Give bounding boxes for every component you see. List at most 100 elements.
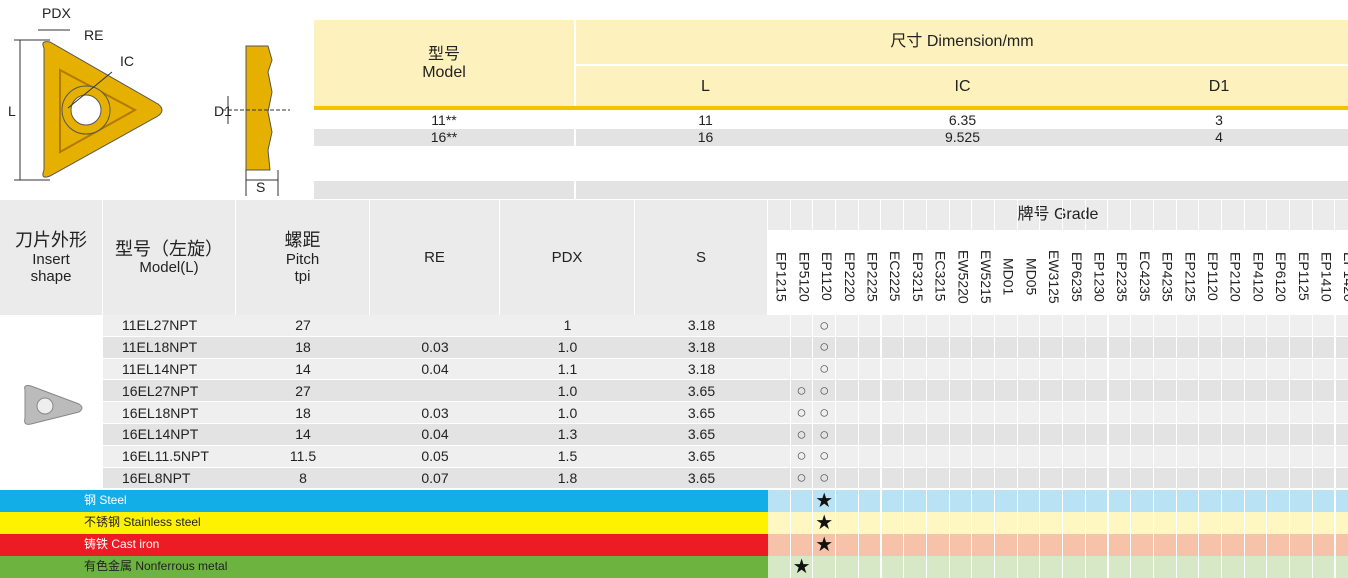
row-cell: 1.0 (500, 336, 635, 359)
material-grade-cell (881, 534, 905, 556)
material-grade-cell (768, 534, 791, 556)
grade-cell (1176, 445, 1200, 468)
grade-name-text: EP4235 (1159, 251, 1176, 302)
grade-name-text: MD01 (1000, 257, 1017, 296)
sub-header: L (576, 66, 835, 108)
grade-cell (1063, 402, 1086, 424)
grade-cell (1063, 424, 1086, 446)
row-cell (370, 380, 500, 403)
cell-text: 14 (295, 360, 311, 377)
grade-cell (1222, 424, 1245, 446)
grade-name-text: EW5215 (977, 249, 994, 304)
cell-text: 3.65 (687, 448, 716, 465)
grade-cell (1312, 358, 1336, 381)
row-cell: 3.18 (635, 358, 768, 381)
material-grade-cell (926, 512, 950, 534)
grade-cell (1176, 336, 1200, 359)
grade-cell (768, 424, 791, 446)
grade-cell (1153, 445, 1177, 468)
material-grade-cell (1108, 534, 1132, 556)
grade-name-text: EP1420 (1341, 251, 1348, 302)
grade-name: EC2225 (882, 200, 905, 315)
row-cell: 11EL14NPT (103, 358, 236, 381)
material-grade-cell (858, 490, 882, 512)
material-grade-cell (949, 556, 973, 578)
material-grade-cell (1244, 556, 1268, 578)
grade-cell (972, 402, 995, 424)
grade-name-text: EP1410 (1318, 251, 1335, 302)
material-grade-cell (1244, 490, 1268, 512)
cell-text: 1.0 (557, 339, 578, 356)
grade-cell (926, 315, 950, 337)
grade-cell (904, 336, 927, 359)
grade-cell (1131, 445, 1154, 468)
grade-cell (836, 358, 859, 381)
grade-cell (1040, 358, 1064, 381)
table-cell (314, 146, 576, 164)
cell-text: 1.5 (557, 448, 578, 465)
material-grade-cell (1108, 512, 1132, 534)
row-cell: 16EL8NPT (103, 467, 236, 490)
grade-cell (768, 467, 791, 490)
header-text: IC (954, 77, 971, 95)
grade-name-text: EP5120 (796, 251, 813, 302)
material-grade-cell (1290, 490, 1313, 512)
material-grade-cell (1085, 512, 1109, 534)
grade-cell (926, 424, 950, 446)
cell-text: 1.3 (557, 426, 578, 443)
grade-name-text: MD05 (1023, 257, 1040, 296)
grade-cell (881, 358, 905, 381)
availability-mark: ○ (819, 468, 830, 488)
cell-text: 16EL18NPT (122, 404, 199, 421)
grade-cell (1312, 424, 1336, 446)
material-grade-cell (1063, 512, 1086, 534)
grade-cell (1244, 467, 1268, 490)
grade-cell (1199, 445, 1222, 468)
grade-cell (1222, 336, 1245, 359)
grade-name: EP6120 (1267, 200, 1291, 315)
grade-name-text: EW5220 (955, 249, 972, 304)
grade-cell (768, 402, 791, 424)
grade-name-text: EP1120 (1204, 252, 1221, 301)
material-grade-cell (1063, 556, 1086, 578)
table-cell (1090, 181, 1348, 199)
grade-name-text: EP4120 (1250, 251, 1267, 302)
material-grade-cell: ★ (813, 512, 837, 534)
material-grade-cell (1085, 556, 1109, 578)
grade-cell (904, 424, 927, 446)
column-header: S (635, 200, 768, 315)
material-grade-cell (1222, 490, 1245, 512)
header-text: S (695, 248, 706, 266)
material-grade-cell (1108, 556, 1132, 578)
material-grade-cell (1040, 534, 1064, 556)
grade-cell (1108, 467, 1132, 490)
grade-cell (995, 467, 1018, 490)
grade-cell: ○ (790, 424, 814, 446)
cell-text: 0.04 (421, 360, 449, 377)
cell-text: 8 (299, 469, 307, 486)
grade-cell (1063, 315, 1086, 337)
grade-cell (1335, 315, 1348, 337)
column-header: 螺距 Pitch tpi (236, 200, 370, 315)
material-grade-cell (1290, 534, 1313, 556)
material-grade-cell (926, 556, 950, 578)
grade-cell (904, 358, 927, 381)
grade-cell (858, 467, 882, 490)
row-cell: 3.65 (635, 445, 768, 468)
material-row: 有色金属 Nonferrous metal (0, 556, 768, 578)
header-text: Pitch (285, 250, 320, 268)
table-cell (314, 163, 576, 182)
material-name: 铸铁 Cast iron (84, 537, 160, 552)
grade-cell (1131, 380, 1154, 403)
material-grade-cell (858, 556, 882, 578)
material-grade-cell (1108, 490, 1132, 512)
material-grade-cell (1063, 490, 1086, 512)
material-grade-cell (1131, 512, 1154, 534)
grade-cell (858, 315, 882, 337)
table-cell (835, 163, 1090, 182)
row-cell: 0.04 (370, 424, 500, 446)
material-grade-cell (1153, 490, 1177, 512)
grade-cell (1199, 336, 1222, 359)
grade-cell (836, 424, 859, 446)
grade-cell (836, 445, 859, 468)
